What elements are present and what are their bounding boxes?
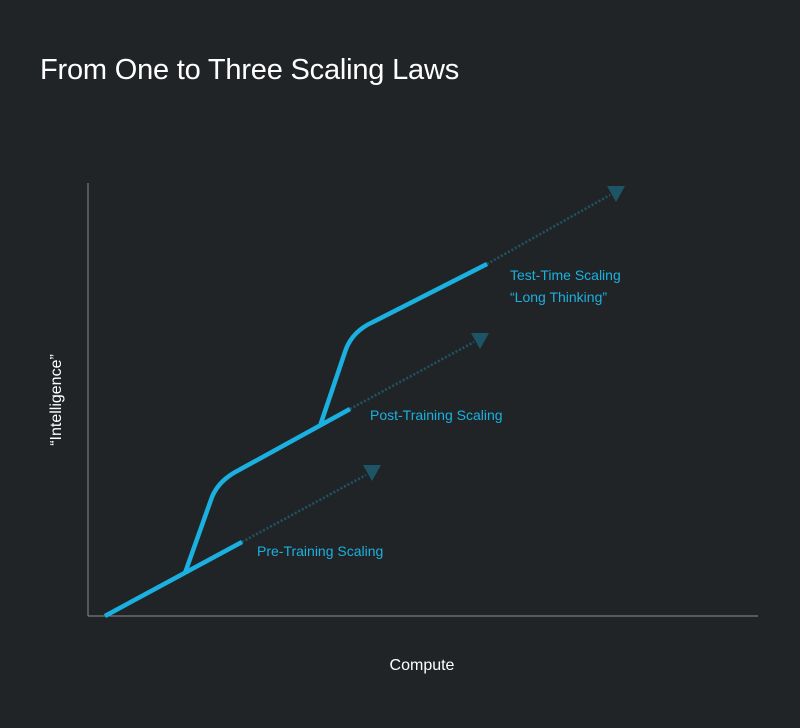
post-training-label: Post-Training Scaling [370, 407, 503, 423]
figure-title: From One to Three Scaling Laws [40, 54, 459, 86]
post-training-projection [349, 340, 475, 411]
x-axis-label: Compute [390, 657, 455, 674]
test-time-curve [317, 261, 489, 427]
y-axis-label: “Intelligence” [48, 354, 65, 446]
pre-training-arrowhead [363, 465, 381, 481]
post-training-arrowhead [471, 333, 489, 349]
test-time-label-line1: Test-Time Scaling [510, 267, 621, 283]
test-time-projection [486, 193, 611, 266]
pre-training-curve [103, 540, 244, 618]
test-time-label-line2: “Long Thinking” [510, 289, 607, 305]
test-time-arrowhead [607, 186, 625, 202]
pre-training-label: Pre-Training Scaling [257, 543, 383, 559]
pre-training-projection [241, 473, 367, 544]
post-training-curve [182, 407, 352, 574]
